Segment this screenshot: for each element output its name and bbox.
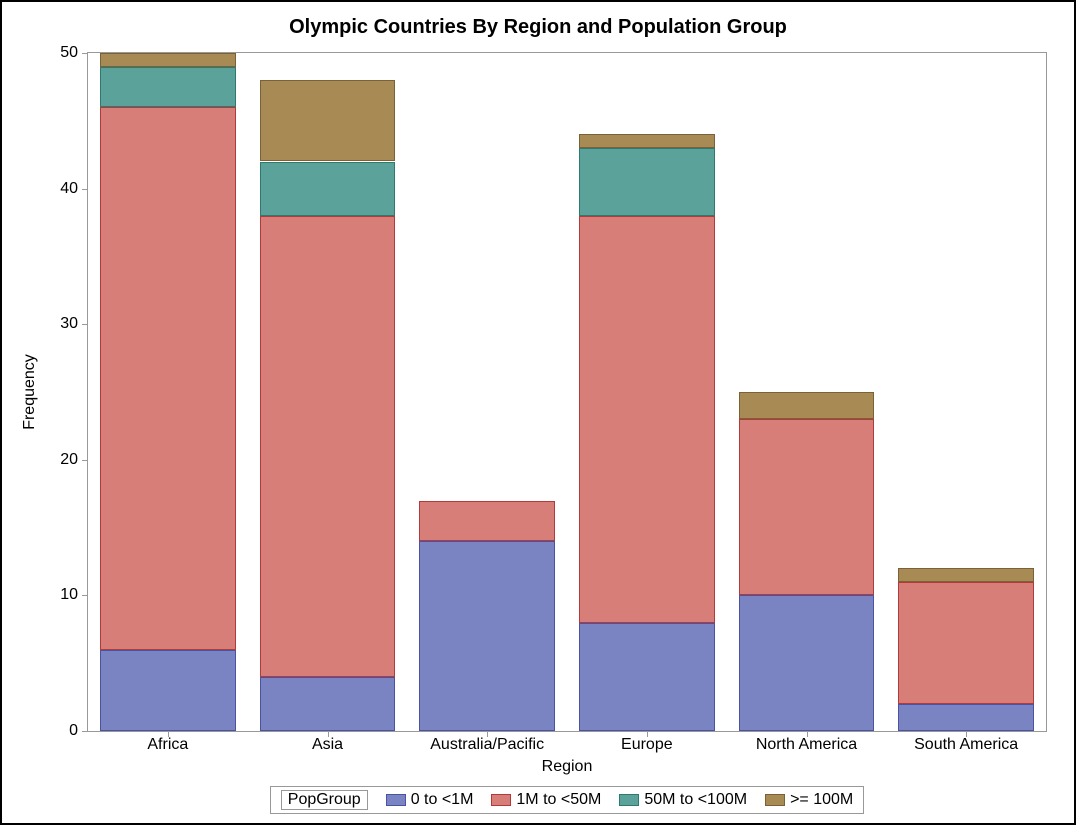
bar-segment [579,148,715,216]
legend-label: 0 to <1M [411,791,474,809]
x-tick-mark [807,732,808,737]
bar-group [260,80,396,731]
bar-group [898,568,1034,731]
legend-item: 0 to <1M [386,791,474,809]
bar-segment [898,704,1034,731]
bar-group [739,392,875,731]
bar-segment [579,134,715,148]
legend-item: 50M to <100M [619,791,747,809]
legend-label: >= 100M [790,791,853,809]
y-tick-label: 20 [38,451,78,469]
bar-segment [898,568,1034,582]
y-tick-mark [82,731,87,732]
bar-segment [579,216,715,623]
bar-segment [100,53,236,67]
x-tick-label: Asia [312,736,343,754]
bar-segment [100,650,236,731]
legend-swatch [765,794,785,806]
y-tick-label: 0 [38,722,78,740]
bar-segment [739,392,875,419]
bar-segment [260,80,396,161]
y-tick-label: 50 [38,44,78,62]
x-tick-label: Africa [147,736,188,754]
legend-swatch [491,794,511,806]
bar-segment [260,162,396,216]
y-tick-label: 10 [38,586,78,604]
legend-item: >= 100M [765,791,853,809]
y-axis-label: Frequency [20,52,40,732]
bar-segment [260,677,396,731]
x-tick-mark [328,732,329,737]
chart-title: Olympic Countries By Region and Populati… [2,16,1074,39]
legend-swatch [386,794,406,806]
legend-item: 1M to <50M [491,791,601,809]
bar-segment [419,501,555,542]
legend-label: 1M to <50M [516,791,601,809]
x-tick-mark [966,732,967,737]
bar-segment [100,67,236,108]
legend: PopGroup 0 to <1M 1M to <50M 50M to <100M >=… [87,786,1047,814]
chart-outer-frame: Olympic Countries By Region and Populati… [0,0,1076,825]
bar-segment [419,541,555,731]
y-tick-mark [82,324,87,325]
bar-group [100,53,236,731]
x-tick-label: Europe [621,736,673,754]
bar-segment [100,107,236,649]
y-tick-mark [82,460,87,461]
x-tick-label: South America [914,736,1018,754]
bar-segment [260,216,396,677]
y-tick-label: 30 [38,315,78,333]
x-tick-label: North America [756,736,857,754]
x-tick-mark [647,732,648,737]
y-tick-mark [82,53,87,54]
legend-label: 50M to <100M [644,791,747,809]
x-axis-label: Region [87,758,1047,776]
bar-segment [579,623,715,731]
y-tick-mark [82,189,87,190]
plot-area [87,52,1047,732]
x-tick-mark [168,732,169,737]
x-tick-label: Australia/Pacific [430,736,544,754]
legend-swatch [619,794,639,806]
bar-group [419,500,555,731]
y-tick-label: 40 [38,180,78,198]
legend-box: PopGroup 0 to <1M 1M to <50M 50M to <100M >=… [270,786,864,814]
legend-title: PopGroup [281,790,368,810]
bar-group [579,134,715,731]
bar-segment [739,595,875,731]
x-tick-mark [487,732,488,737]
bar-segment [739,419,875,595]
bar-segment [898,582,1034,704]
y-tick-mark [82,595,87,596]
